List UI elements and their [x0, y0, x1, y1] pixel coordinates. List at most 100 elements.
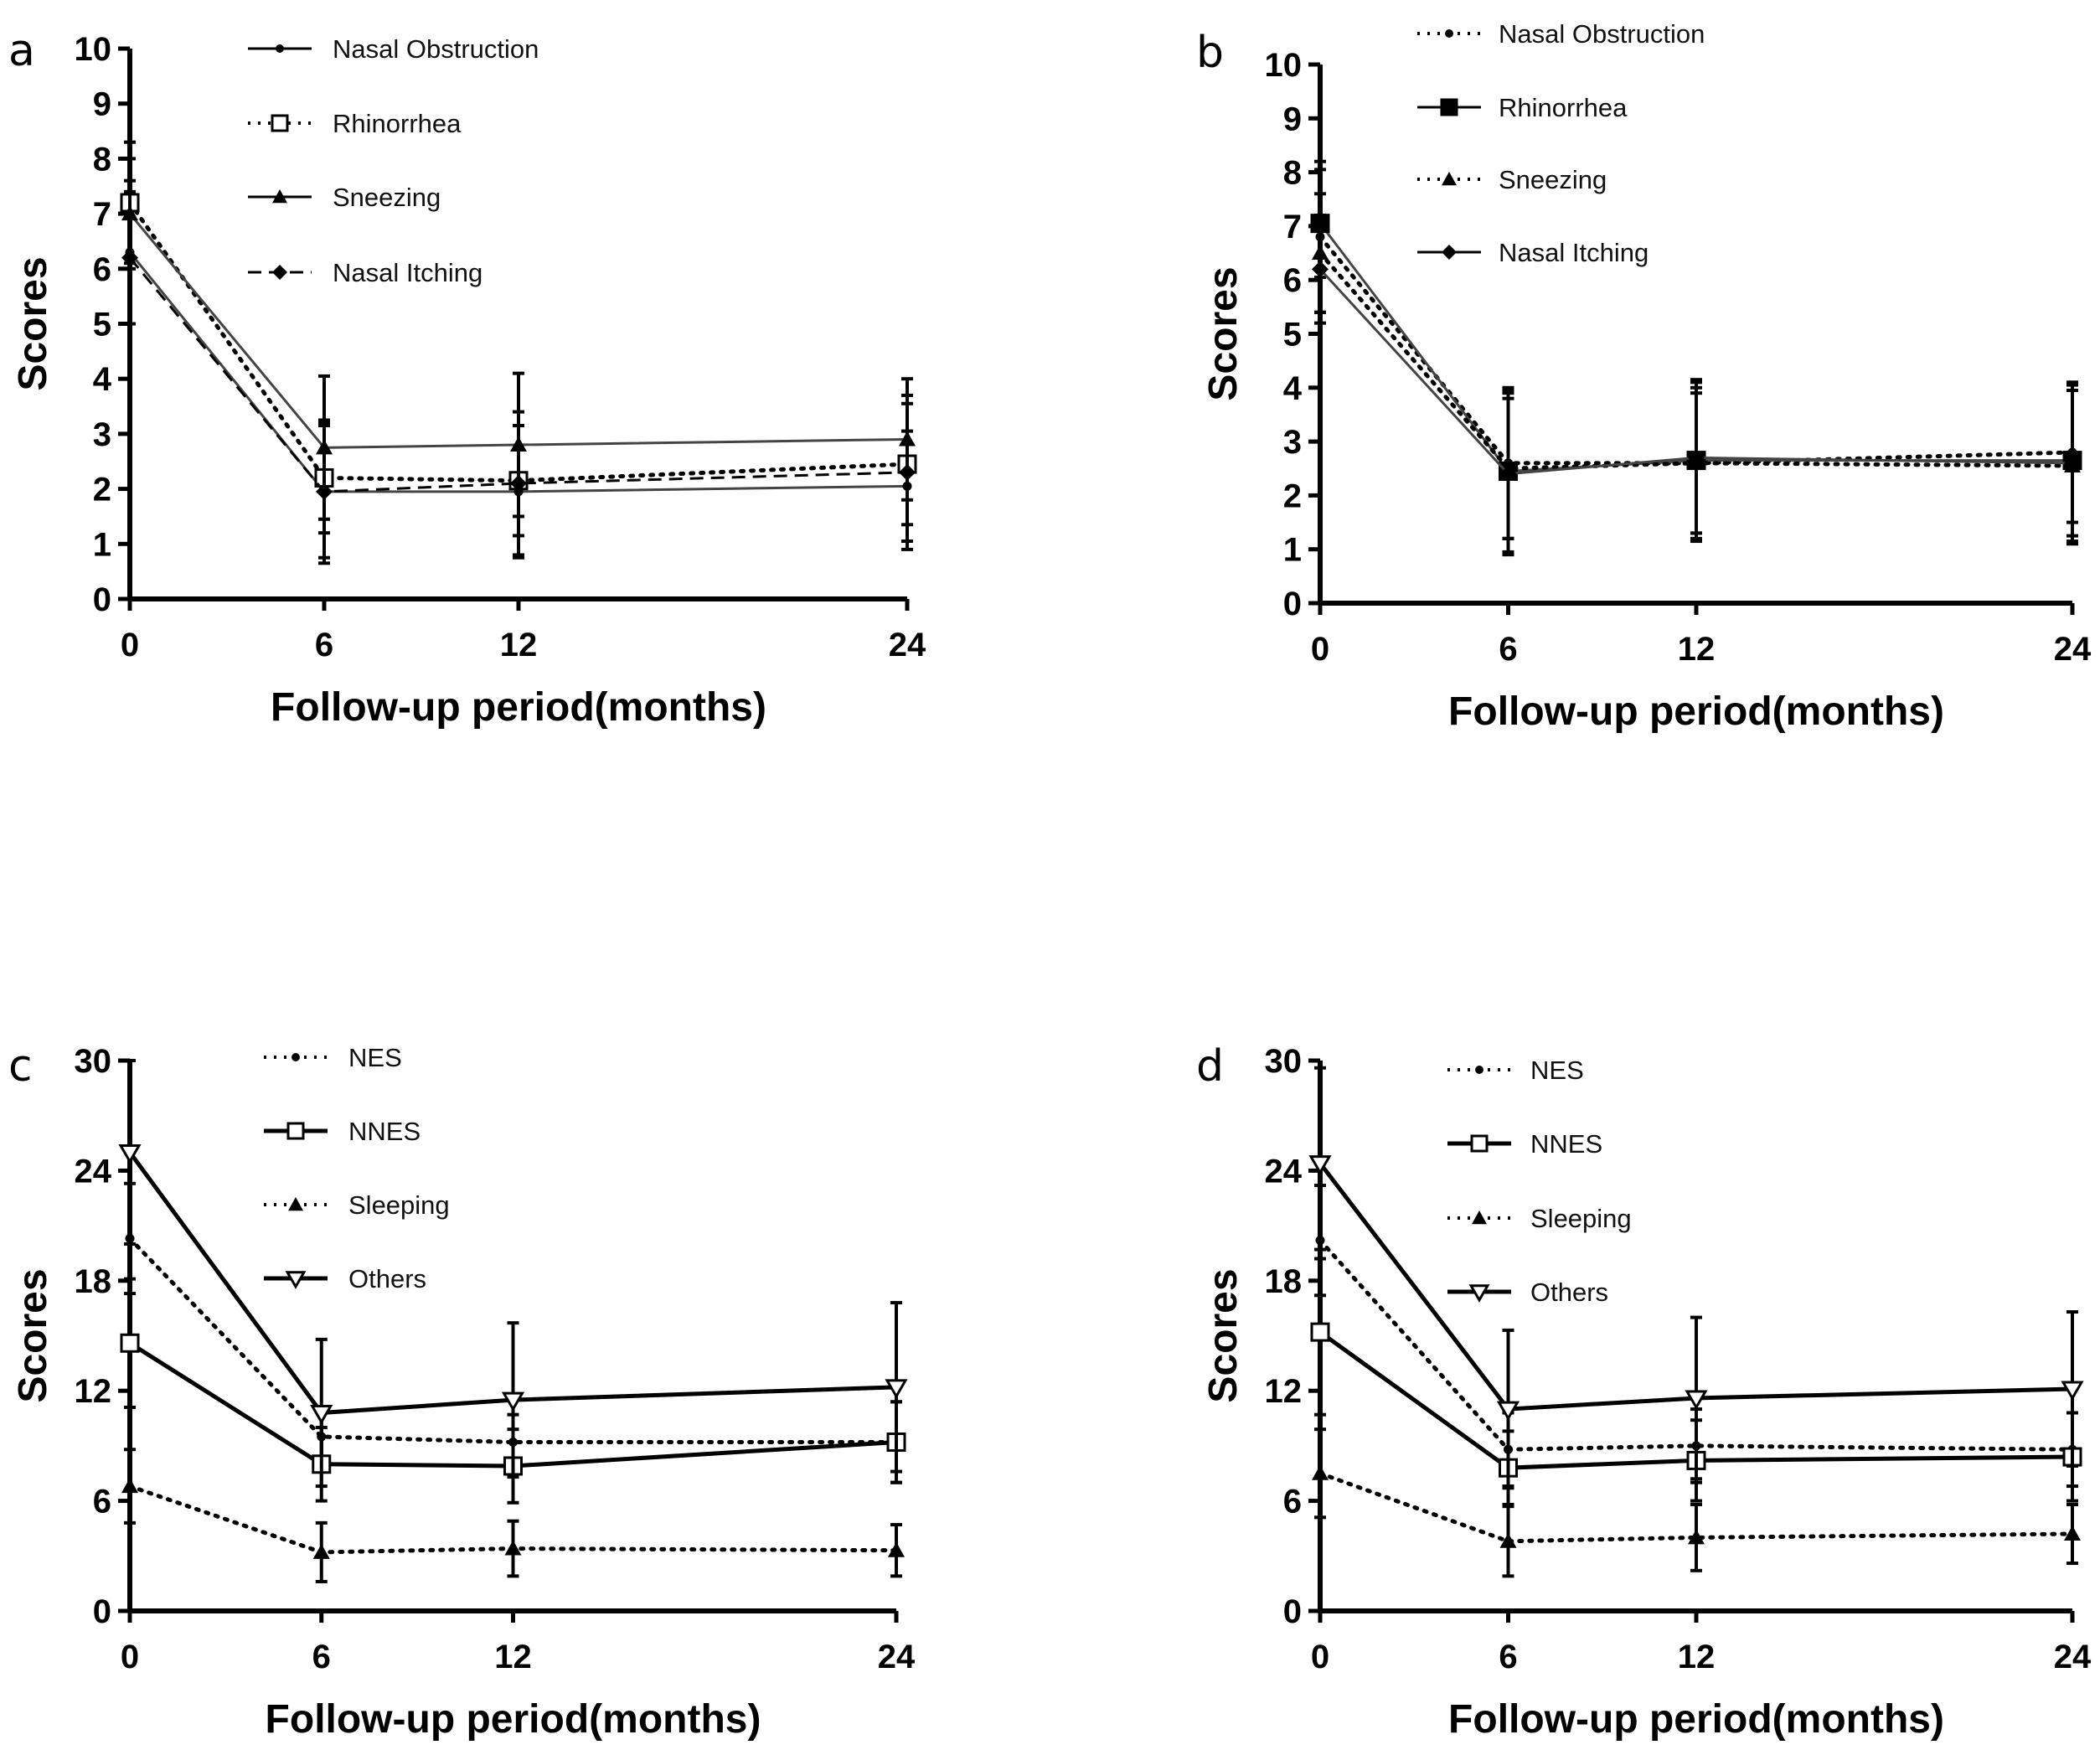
- y-tick-label: 6: [93, 1484, 111, 1520]
- data-point: [510, 475, 527, 493]
- legend-marker: [272, 265, 287, 280]
- data-point: [1308, 1155, 1332, 1175]
- y-tick-label: 5: [1283, 317, 1302, 354]
- legend-marker: [276, 44, 284, 53]
- data-point: [2061, 1381, 2084, 1402]
- series-line: [1318, 268, 2073, 476]
- data-point: [1310, 1322, 1330, 1342]
- legend-marker: [1442, 172, 1457, 186]
- x-tick-label: 6: [1499, 1639, 1517, 1675]
- data-point: [118, 1144, 142, 1164]
- legend-marker: [285, 1271, 307, 1289]
- y-tick-label: 12: [1265, 1373, 1303, 1410]
- legend-marker: [1470, 1134, 1489, 1153]
- x-tick-label: 0: [1311, 1639, 1329, 1675]
- data-point: [1496, 1401, 1520, 1422]
- y-tick-label: 1: [93, 526, 111, 563]
- y-tick-label: 9: [1283, 101, 1302, 137]
- legend-label: NNES: [348, 1117, 421, 1146]
- data-point: [899, 463, 916, 481]
- y-tick-label: 8: [93, 141, 111, 178]
- x-axis-title: Follow-up period(months): [271, 685, 766, 730]
- y-tick-label: 2: [1283, 478, 1302, 514]
- data-point: [1688, 449, 1705, 467]
- x-tick-label: 24: [878, 1639, 916, 1675]
- y-tick-label: 4: [1283, 370, 1303, 407]
- legend-label: Rhinorrhea: [1499, 93, 1628, 122]
- legend-marker: [1475, 1066, 1483, 1074]
- y-tick-label: 18: [75, 1263, 112, 1300]
- data-point: [312, 1543, 330, 1559]
- series-line: [128, 1341, 897, 1469]
- x-tick-label: 12: [1678, 631, 1716, 668]
- series-others: Others: [1308, 1066, 2084, 1490]
- legend-marker: [1472, 1211, 1487, 1225]
- series-others: Others: [118, 1059, 908, 1489]
- chart-panel-d: d 0 6 12 18 24 30 0 6 12 24 Follow-up period(months…: [1196, 1041, 2092, 1742]
- x-tick-label: 24: [2054, 631, 2092, 668]
- legend-label: Nasal Itching: [333, 258, 482, 287]
- legend-marker: [288, 1197, 303, 1211]
- panel-label: a: [8, 26, 35, 76]
- series-line: [127, 1151, 897, 1416]
- legend-label: Sneezing: [1499, 165, 1607, 194]
- series-line: [127, 1236, 899, 1445]
- data-point: [121, 249, 138, 266]
- data-point: [504, 1540, 522, 1556]
- panel-label: d: [1196, 1041, 1224, 1092]
- y-tick-label: 5: [93, 307, 111, 343]
- data-point: [888, 1541, 905, 1557]
- y-tick-label: 3: [93, 416, 111, 453]
- y-tick-label: 0: [93, 581, 111, 618]
- y-tick-label: 2: [93, 472, 111, 508]
- x-tick-label: 24: [2054, 1639, 2092, 1675]
- data-point: [310, 1404, 333, 1425]
- legend-marker: [272, 189, 287, 204]
- data-point: [1499, 1532, 1517, 1548]
- series-line: [128, 251, 908, 493]
- y-tick-label: 24: [1265, 1153, 1303, 1190]
- series-line: [127, 1484, 899, 1555]
- y-tick-label: 12: [75, 1373, 112, 1410]
- x-tick-label: 12: [500, 627, 538, 663]
- y-tick-label: 3: [1283, 424, 1302, 461]
- legend-label: NNES: [1530, 1129, 1602, 1159]
- y-axis-title: Scores: [11, 256, 55, 390]
- series-sleeping: Sleeping: [121, 1190, 905, 1583]
- y-axis-title: Scores: [1201, 266, 1246, 400]
- series-line: [128, 213, 908, 449]
- x-tick-label: 0: [121, 627, 139, 663]
- y-tick-label: 8: [1283, 155, 1302, 192]
- data-point: [1312, 261, 1329, 278]
- y-axis-title: Scores: [1201, 1268, 1246, 1402]
- data-point: [885, 1379, 908, 1399]
- panel-label: b: [1196, 28, 1224, 78]
- x-tick-label: 12: [494, 1639, 532, 1675]
- legend-label: Sleeping: [348, 1190, 450, 1220]
- y-tick-label: 30: [1265, 1043, 1303, 1080]
- data-point: [120, 1333, 140, 1353]
- legend-label: Nasal Obstruction: [333, 34, 539, 64]
- y-tick-label: 10: [75, 31, 112, 68]
- y-tick-label: 7: [93, 196, 111, 233]
- x-tick-label: 0: [1311, 631, 1329, 668]
- x-axis-title: Follow-up period(months): [266, 1697, 761, 1742]
- legend-marker: [1445, 29, 1453, 38]
- legend-label: Sneezing: [333, 183, 441, 212]
- data-point: [1312, 1464, 1329, 1480]
- y-tick-label: 30: [75, 1043, 112, 1080]
- legend-label: Rhinorrhea: [333, 109, 462, 138]
- x-tick-label: 24: [889, 627, 926, 663]
- y-axis-title: Scores: [11, 1268, 55, 1402]
- data-point: [2064, 454, 2081, 472]
- data-point: [121, 1478, 138, 1494]
- y-tick-label: 6: [93, 251, 111, 288]
- legend-label: NES: [1530, 1056, 1584, 1085]
- legend-label: NES: [348, 1043, 402, 1072]
- data-point: [501, 1391, 525, 1412]
- x-tick-label: 12: [1678, 1639, 1716, 1675]
- legend-marker: [292, 1053, 300, 1061]
- series-line: [1318, 1330, 2073, 1470]
- y-tick-label: 6: [1283, 1484, 1302, 1520]
